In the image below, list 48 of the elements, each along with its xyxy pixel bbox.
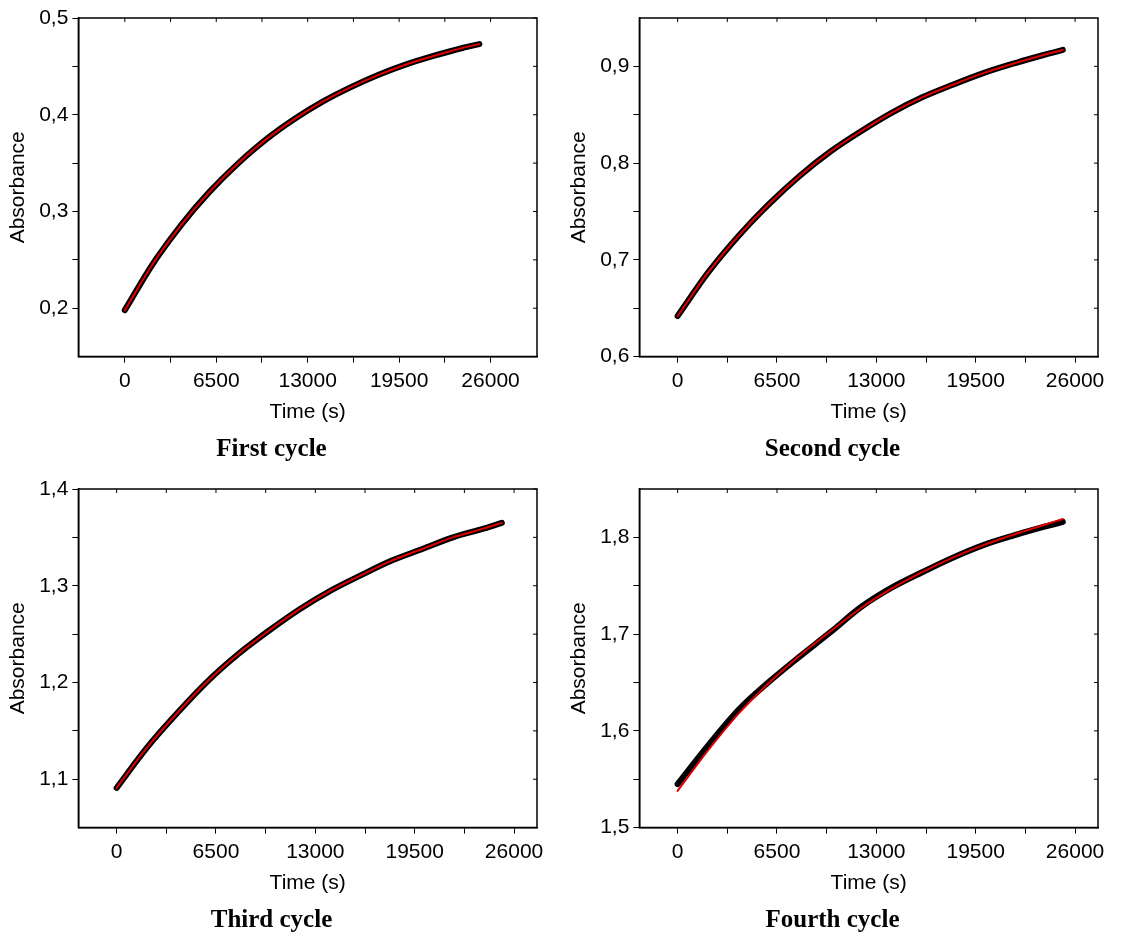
x-tick-label: 13000 (278, 368, 337, 391)
x-axis-title: Time (s) (269, 870, 346, 894)
x-tick-label: 6500 (192, 368, 240, 391)
x-tick-label: 6500 (192, 839, 240, 862)
y-tick-label: 1,5 (600, 814, 630, 838)
x-tick-label: 26000 (461, 368, 520, 391)
y-axis-title: Absorbance (5, 602, 29, 715)
y-tick-label: 0,8 (600, 149, 630, 173)
x-tick-label: 6500 (753, 368, 801, 391)
x-axis-title: Time (s) (830, 870, 907, 894)
x-tick-label: 19500 (946, 368, 1005, 391)
x-tick-label: 13000 (847, 839, 906, 862)
y-tick-label: 0,7 (600, 246, 630, 270)
x-tick-label: 0 (671, 839, 684, 862)
y-tick-label: 1,4 (39, 475, 69, 499)
y-tick-label: 0,4 (39, 101, 69, 125)
x-tick-label: 0 (671, 368, 684, 391)
y-tick-label: 1,1 (39, 766, 69, 790)
y-tick-label: 1,6 (600, 717, 630, 741)
x-tick-label: 6500 (753, 839, 801, 862)
y-axis-title: Absorbance (566, 602, 590, 715)
x-tick-label: 26000 (1045, 368, 1105, 391)
text: Second cycle (764, 434, 901, 462)
y-tick-label: 0,5 (39, 4, 69, 28)
y-tick-label: 0,2 (39, 295, 69, 319)
y-tick-label: 1,2 (39, 669, 69, 693)
text: Third cycle (210, 905, 333, 933)
x-tick-label: 26000 (484, 839, 544, 862)
x-tick-label: 19500 (946, 839, 1005, 862)
x-tick-label: 13000 (286, 839, 345, 862)
y-tick-label: 0,9 (600, 53, 630, 77)
x-tick-label: 26000 (1045, 839, 1105, 862)
x-axis-title: Time (s) (830, 399, 907, 423)
text: First cycle (216, 434, 327, 462)
x-tick-label: 19500 (385, 839, 444, 862)
y-tick-label: 1,8 (600, 524, 630, 548)
y-tick-label: 0,3 (39, 198, 69, 222)
y-axis-title: Absorbance (5, 131, 29, 244)
y-axis-title: Absorbance (566, 131, 590, 244)
y-tick-label: 1,7 (600, 620, 630, 644)
y-tick-label: 1,3 (39, 572, 69, 596)
y-tick-label: 0,6 (600, 343, 630, 367)
x-tick-label: 13000 (847, 368, 906, 391)
text: Fourth cycle (765, 905, 900, 933)
x-axis-title: Time (s) (269, 399, 346, 423)
x-tick-label: 19500 (369, 368, 429, 391)
x-tick-label: 0 (118, 368, 131, 391)
x-tick-label: 0 (110, 839, 123, 862)
